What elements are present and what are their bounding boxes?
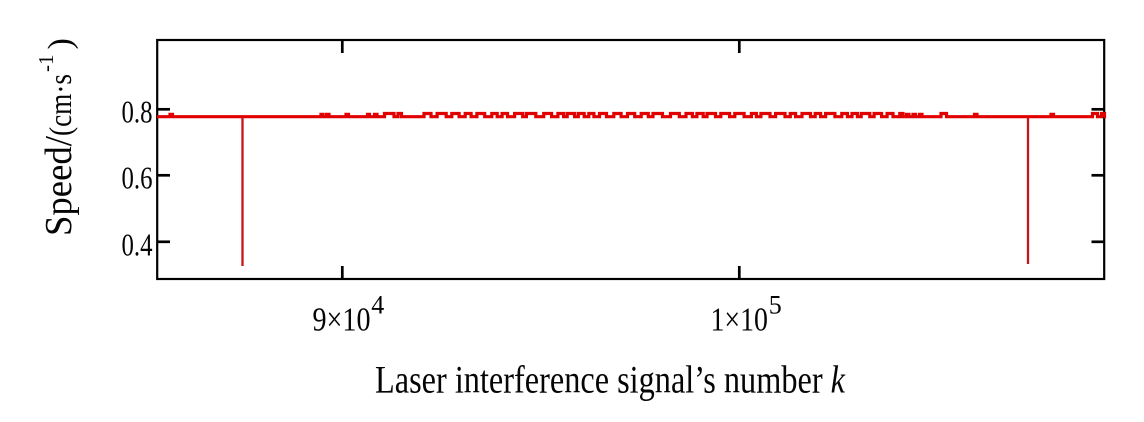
svg-text:Speed/: Speed/ [38, 136, 80, 236]
svg-text:Laser interference signal’s nu: Laser interference signal’s number k [375, 359, 846, 402]
svg-text:0.8: 0.8 [122, 95, 153, 130]
svg-text:5: 5 [769, 290, 782, 319]
svg-text:4: 4 [371, 290, 384, 319]
svg-text:): ) [42, 38, 79, 49]
svg-text:0.4: 0.4 [122, 227, 153, 262]
svg-text:1×10: 1×10 [711, 302, 769, 339]
svg-text:(cm·s: (cm·s [42, 74, 78, 136]
svg-text:-1: -1 [34, 55, 58, 73]
svg-text:9×10: 9×10 [313, 302, 371, 339]
svg-text:0.6: 0.6 [122, 160, 153, 195]
